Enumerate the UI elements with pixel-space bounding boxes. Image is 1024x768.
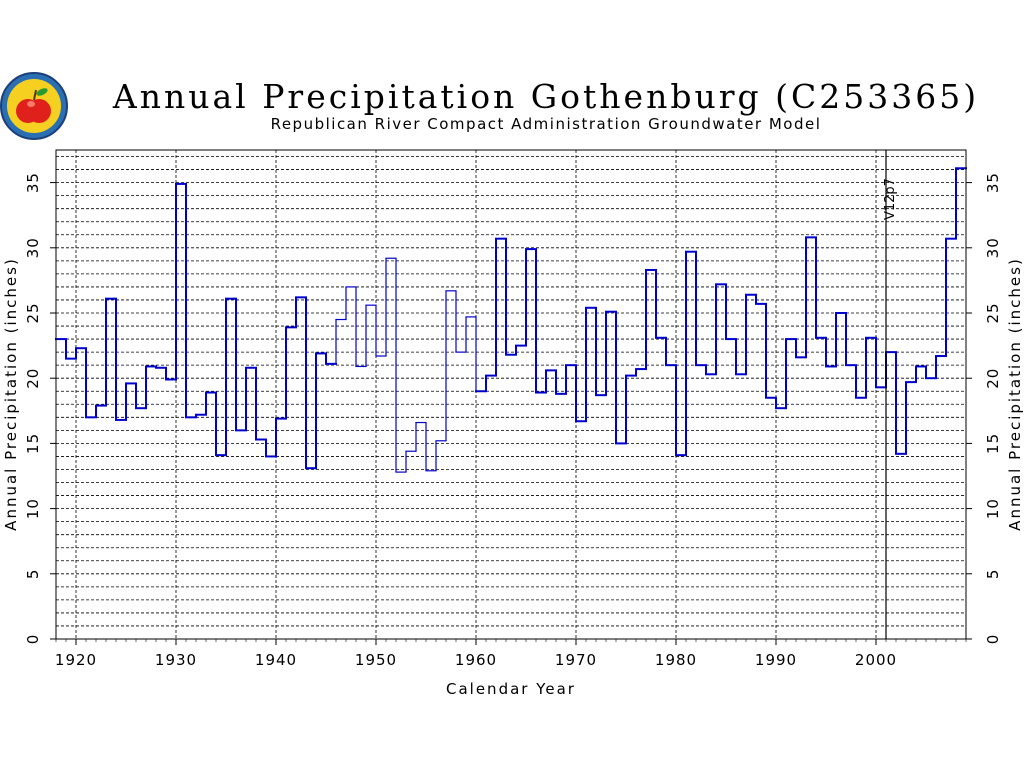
y-axis-right: 0 5 10 15 20 25 30 35 — [966, 172, 1002, 644]
y-tick-label-right: 15 — [984, 433, 1002, 454]
annotation-label: V12p7 — [883, 178, 898, 220]
y-tick-label-right: 35 — [984, 172, 1002, 193]
x-tick-label: 1950 — [355, 651, 397, 669]
y-tick-label-right: 20 — [984, 368, 1002, 389]
x-axis: 1920 1930 1940 1950 1960 1970 1980 1990 2000 — [55, 639, 967, 669]
y-tick-label-right: 10 — [984, 498, 1002, 519]
x-tick-label: 1930 — [155, 651, 197, 669]
y-axis-label-right: Annual Precipitation (inches) — [1006, 257, 1024, 531]
x-tick-label: 2000 — [855, 651, 897, 669]
y-tick-label-right: 0 — [984, 634, 1002, 645]
y-tick-label-right: 30 — [984, 237, 1002, 258]
y-tick-label-right: 5 — [984, 569, 1002, 580]
x-tick-label: 1980 — [655, 651, 697, 669]
y-tick-label: 25 — [24, 302, 42, 323]
y-tick-label-right: 25 — [984, 302, 1002, 323]
x-axis-label: Calendar Year — [446, 680, 576, 698]
x-tick-label: 1990 — [755, 651, 797, 669]
chart-title: Annual Precipitation Gothenburg (C253365… — [112, 77, 979, 116]
y-tick-label: 0 — [24, 634, 42, 645]
y-tick-label: 20 — [24, 368, 42, 389]
y-axis-label-left: Annual Precipitation (inches) — [2, 257, 20, 531]
y-tick-label: 15 — [24, 433, 42, 454]
grid — [56, 150, 966, 639]
x-tick-label: 1960 — [455, 651, 497, 669]
x-tick-label: 1970 — [555, 651, 597, 669]
x-tick-label: 1920 — [55, 651, 97, 669]
y-tick-label: 30 — [24, 237, 42, 258]
apple-icon — [16, 88, 51, 123]
y-tick-label: 5 — [24, 569, 42, 580]
x-tick-label: 1940 — [255, 651, 297, 669]
y-axis-left: 0 5 10 15 20 25 30 35 — [24, 172, 56, 644]
plot-frame — [55, 149, 967, 640]
y-tick-label: 10 — [24, 498, 42, 519]
y-tick-label: 35 — [24, 172, 42, 193]
logo-seal — [0, 72, 68, 140]
annotation: V12p7 — [883, 150, 898, 639]
precipitation-series — [55, 167, 967, 473]
chart-subtitle: Republican River Compact Administration … — [271, 115, 822, 133]
